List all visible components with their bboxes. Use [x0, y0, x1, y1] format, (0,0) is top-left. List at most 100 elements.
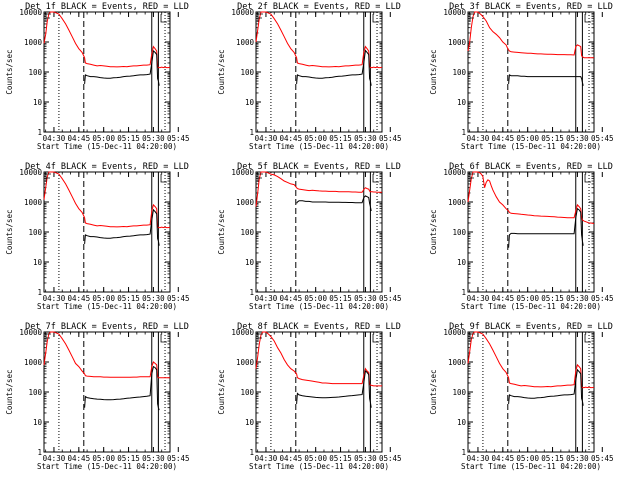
y-tick-label: 10: [245, 258, 255, 267]
chart-panel: Det 7f BLACK = Events, RED = LLD 1 10 100 10…: [5, 322, 190, 471]
lld-series-line: [467, 331, 595, 389]
y-tick-label: 100: [240, 228, 254, 237]
y-tick-label: 100: [452, 388, 466, 397]
y-tick-label: 100: [28, 68, 42, 77]
y-tick-label: 1: [37, 448, 42, 457]
x-tick-label: 05:15: [329, 134, 352, 143]
events-series-line: [84, 365, 160, 411]
plot-frame: [43, 11, 171, 133]
x-tick-label: 05:45: [167, 294, 190, 303]
x-tick-label: 04:30: [43, 134, 66, 143]
chart-panel: Det 1f BLACK = Events, RED = LLD 1 10 100 10…: [5, 2, 190, 151]
x-tick-label: 04:30: [255, 454, 278, 463]
y-tick-label: 10: [245, 98, 255, 107]
x-tick-label: 05:30: [354, 294, 377, 303]
y-axis-label: Counts/sec: [217, 49, 226, 94]
plot-frame: [43, 331, 171, 453]
x-tick-label: 05:00: [516, 134, 539, 143]
flag-glyph: [257, 13, 263, 22]
flag-glyph: [160, 334, 168, 343]
y-tick-label: 10: [457, 98, 467, 107]
x-tick-label: 05:45: [167, 454, 190, 463]
chart-panel: Det 2f BLACK = Events, RED = LLD 1 10 100 10…: [217, 2, 402, 151]
chart-title: Det 6f BLACK = Events, RED = LLD: [449, 162, 613, 172]
x-tick-label: 04:45: [492, 294, 515, 303]
chart-panel: Det 5f BLACK = Events, RED = LLD 1 10 100 10…: [217, 162, 402, 311]
x-tick-label: 05:00: [92, 294, 115, 303]
y-tick-label: 1000: [24, 38, 43, 47]
x-tick-label: 05:30: [566, 134, 589, 143]
y-tick-label: 1000: [448, 198, 467, 207]
chart-title: Det 4f BLACK = Events, RED = LLD: [25, 162, 189, 172]
x-tick-label: 05:15: [117, 134, 140, 143]
flag-glyph: [160, 174, 168, 183]
y-tick-label: 1: [249, 288, 254, 297]
y-tick-label: 1000: [24, 198, 43, 207]
chart-panel: Det 6f BLACK = Events, RED = LLD 1 10 100 10…: [429, 162, 614, 311]
y-tick-label: 1000: [448, 358, 467, 367]
x-tick-label: 05:30: [354, 454, 377, 463]
flag-glyph: [45, 333, 51, 342]
x-tick-label: 04:30: [255, 294, 278, 303]
y-tick-label: 10000: [19, 8, 42, 17]
x-axis-label: Start Time (15-Dec-11 04:20:00): [249, 302, 389, 311]
y-tick-label: 100: [28, 228, 42, 237]
plot-frame: [467, 11, 595, 133]
y-tick-label: 100: [28, 388, 42, 397]
x-tick-label: 04:45: [68, 454, 91, 463]
chart-panel: Det 4f BLACK = Events, RED = LLD 1 10 100 10…: [5, 162, 190, 311]
x-tick-label: 04:45: [280, 454, 303, 463]
x-tick-label: 05:45: [167, 134, 190, 143]
events-series-line: [296, 370, 372, 408]
x-tick-label: 05:00: [516, 294, 539, 303]
x-tick-label: 05:00: [304, 294, 327, 303]
y-tick-label: 1000: [236, 358, 255, 367]
y-tick-label: 10: [33, 258, 43, 267]
y-tick-label: 1000: [24, 358, 43, 367]
flag-glyph: [469, 333, 475, 342]
x-tick-label: 04:30: [43, 294, 66, 303]
x-tick-label: 04:45: [68, 134, 91, 143]
x-tick-label: 05:15: [541, 454, 564, 463]
chart-title: Det 2f BLACK = Events, RED = LLD: [237, 2, 401, 12]
flag-glyph: [469, 13, 475, 22]
y-tick-label: 1: [461, 448, 466, 457]
x-tick-label: 05:15: [117, 454, 140, 463]
y-tick-label: 10: [33, 418, 43, 427]
x-tick-label: 05:15: [541, 294, 564, 303]
x-tick-label: 04:45: [280, 294, 303, 303]
flag-glyph: [160, 14, 168, 23]
y-axis-label: Counts/sec: [429, 209, 438, 254]
chart-panel: Det 8f BLACK = Events, RED = LLD 1 10 100 10…: [217, 322, 402, 471]
x-tick-label: 05:30: [566, 454, 589, 463]
x-tick-label: 04:30: [467, 454, 490, 463]
x-axis-label: Start Time (15-Dec-11 04:20:00): [37, 142, 177, 151]
chart-title: Det 5f BLACK = Events, RED = LLD: [237, 162, 401, 172]
y-tick-label: 10000: [19, 168, 42, 177]
lld-series-line: [467, 171, 595, 225]
y-tick-label: 1: [37, 128, 42, 137]
events-series-line: [296, 49, 372, 86]
x-tick-label: 05:00: [304, 454, 327, 463]
x-tick-label: 05:45: [379, 134, 402, 143]
y-tick-label: 1000: [236, 38, 255, 47]
flag-glyph: [372, 174, 380, 183]
x-tick-label: 04:45: [492, 134, 515, 143]
x-tick-label: 05:00: [92, 454, 115, 463]
flag-glyph: [257, 333, 263, 342]
x-tick-label: 05:15: [541, 134, 564, 143]
flag-glyph: [45, 13, 51, 22]
x-tick-label: 05:15: [117, 294, 140, 303]
y-tick-label: 10000: [231, 328, 254, 337]
events-series-line: [508, 368, 584, 406]
y-tick-label: 100: [452, 68, 466, 77]
chart-title: Det 7f BLACK = Events, RED = LLD: [25, 322, 189, 332]
x-tick-label: 04:45: [492, 454, 515, 463]
x-axis-label: Start Time (15-Dec-11 04:20:00): [37, 302, 177, 311]
plot-frame: [43, 171, 171, 293]
x-axis-label: Start Time (15-Dec-11 04:20:00): [249, 142, 389, 151]
chart-title: Det 8f BLACK = Events, RED = LLD: [237, 322, 401, 332]
y-tick-label: 100: [240, 388, 254, 397]
y-tick-label: 10: [457, 418, 467, 427]
y-tick-label: 10000: [231, 8, 254, 17]
